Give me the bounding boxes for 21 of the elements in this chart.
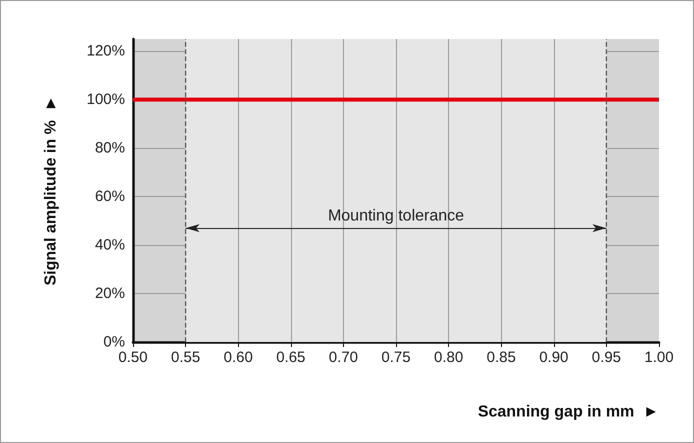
x-axis-title: Scanning gap in mm ► xyxy=(478,404,659,420)
x-tick-label: 1.00 xyxy=(644,349,674,366)
band-label: Mounting tolerance xyxy=(328,208,464,225)
y-tick-label: 80% xyxy=(94,140,125,157)
x-tick-label: 0.50 xyxy=(118,349,148,366)
y-tick-label: 120% xyxy=(86,42,125,60)
x-tick-label: 0.60 xyxy=(224,349,253,366)
y-axis-title: Signal amplitude in % ► xyxy=(42,95,60,286)
x-tick-label: 0.85 xyxy=(486,349,516,366)
x-tick-label: 0.90 xyxy=(539,349,568,366)
y-tick-label: 20% xyxy=(94,285,125,302)
x-tick-label: 0.55 xyxy=(171,349,200,366)
y-tick-label: 60% xyxy=(94,188,125,206)
x-tick-label: 0.65 xyxy=(276,349,306,366)
y-tick-label: 40% xyxy=(94,236,125,254)
x-tick-label: 0.75 xyxy=(381,349,411,366)
x-tick-label: 0.80 xyxy=(434,349,464,366)
y-tick-label: 100% xyxy=(86,91,125,108)
y-tick-label: 0% xyxy=(103,334,125,350)
x-tick-label: 0.70 xyxy=(328,349,358,366)
x-tick-label: 0.95 xyxy=(592,349,621,366)
